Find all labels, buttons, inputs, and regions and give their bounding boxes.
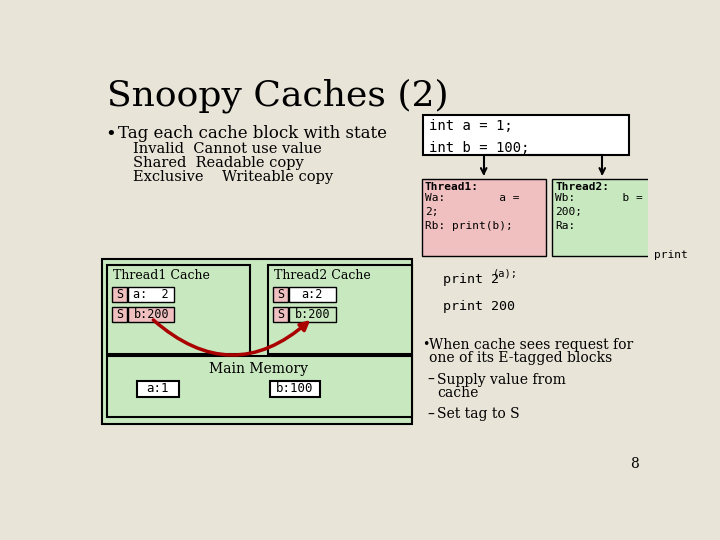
Text: –: – <box>427 373 434 387</box>
Text: a:1: a:1 <box>146 382 168 395</box>
Text: print 2: print 2 <box>443 273 499 286</box>
Text: print 200: print 200 <box>443 300 515 313</box>
Text: Thread2 Cache: Thread2 Cache <box>274 269 372 282</box>
Bar <box>102 259 412 424</box>
Text: Wa:        a =
2;
Rb: print(b);: Wa: a = 2; Rb: print(b); <box>425 193 519 232</box>
Bar <box>289 307 336 322</box>
Bar <box>269 265 412 354</box>
Text: a:  2: a: 2 <box>133 288 169 301</box>
Text: S: S <box>277 288 284 301</box>
Text: b:200: b:200 <box>294 308 330 321</box>
Bar <box>423 115 629 155</box>
Text: S: S <box>116 308 123 321</box>
Text: Supply value from: Supply value from <box>437 373 566 387</box>
Text: Main Memory: Main Memory <box>210 362 308 376</box>
Text: Thread1:: Thread1: <box>425 182 479 192</box>
Text: one of its E-tagged blocks: one of its E-tagged blocks <box>429 351 613 365</box>
Text: 8: 8 <box>630 457 639 471</box>
Bar <box>137 381 179 397</box>
Bar <box>270 381 320 397</box>
Text: print: print <box>654 249 688 260</box>
Text: Invalid  Cannot use value: Invalid Cannot use value <box>132 142 321 156</box>
Text: S: S <box>277 308 284 321</box>
Bar <box>112 287 127 302</box>
Text: (a);: (a); <box>493 269 518 279</box>
Text: b:100: b:100 <box>276 382 313 395</box>
Text: When cache sees request for: When cache sees request for <box>429 338 634 352</box>
Bar <box>107 356 412 417</box>
Text: Exclusive    Writeable copy: Exclusive Writeable copy <box>132 170 333 184</box>
Bar <box>422 179 546 256</box>
Text: •: • <box>106 125 116 143</box>
Bar <box>112 307 127 322</box>
Text: cache: cache <box>437 386 479 400</box>
Text: Set tag to S: Set tag to S <box>437 408 520 421</box>
Text: Tag each cache block with state: Tag each cache block with state <box>118 125 387 142</box>
Text: int a = 1;
int b = 100;: int a = 1; int b = 100; <box>429 119 530 154</box>
Bar <box>273 307 289 322</box>
Text: a:2: a:2 <box>302 288 323 301</box>
Text: •: • <box>422 338 429 351</box>
Bar <box>128 307 174 322</box>
Text: –: – <box>427 408 434 421</box>
Bar <box>128 287 174 302</box>
Bar <box>289 287 336 302</box>
Bar <box>107 265 251 354</box>
Text: b:200: b:200 <box>133 308 169 321</box>
Text: Thread1 Cache: Thread1 Cache <box>113 269 210 282</box>
Text: Wb:       b =
200;
Ra:: Wb: b = 200; Ra: <box>555 193 643 232</box>
Text: Snoopy Caches (2): Snoopy Caches (2) <box>107 79 449 113</box>
Bar <box>552 179 652 256</box>
Text: Shared  Readable copy: Shared Readable copy <box>132 156 303 170</box>
Text: Thread2:: Thread2: <box>555 182 609 192</box>
FancyArrowPatch shape <box>153 320 307 355</box>
Bar <box>273 287 289 302</box>
Text: S: S <box>116 288 123 301</box>
